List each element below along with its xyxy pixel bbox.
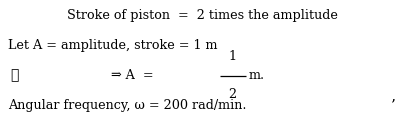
Text: Let A = amplitude, stroke = 1 m: Let A = amplitude, stroke = 1 m bbox=[8, 39, 218, 52]
Text: Angular frequency, ω = 200 rad/min.: Angular frequency, ω = 200 rad/min. bbox=[8, 99, 246, 112]
Text: 1: 1 bbox=[228, 50, 236, 63]
Text: ’: ’ bbox=[391, 98, 396, 112]
Text: ∴: ∴ bbox=[10, 69, 19, 83]
Text: 2: 2 bbox=[228, 88, 236, 101]
Text: Stroke of piston  =  2 times the amplitude: Stroke of piston = 2 times the amplitude bbox=[67, 9, 337, 22]
Text: m.: m. bbox=[248, 69, 265, 82]
Text: ⇒ A  =: ⇒ A = bbox=[111, 69, 154, 82]
